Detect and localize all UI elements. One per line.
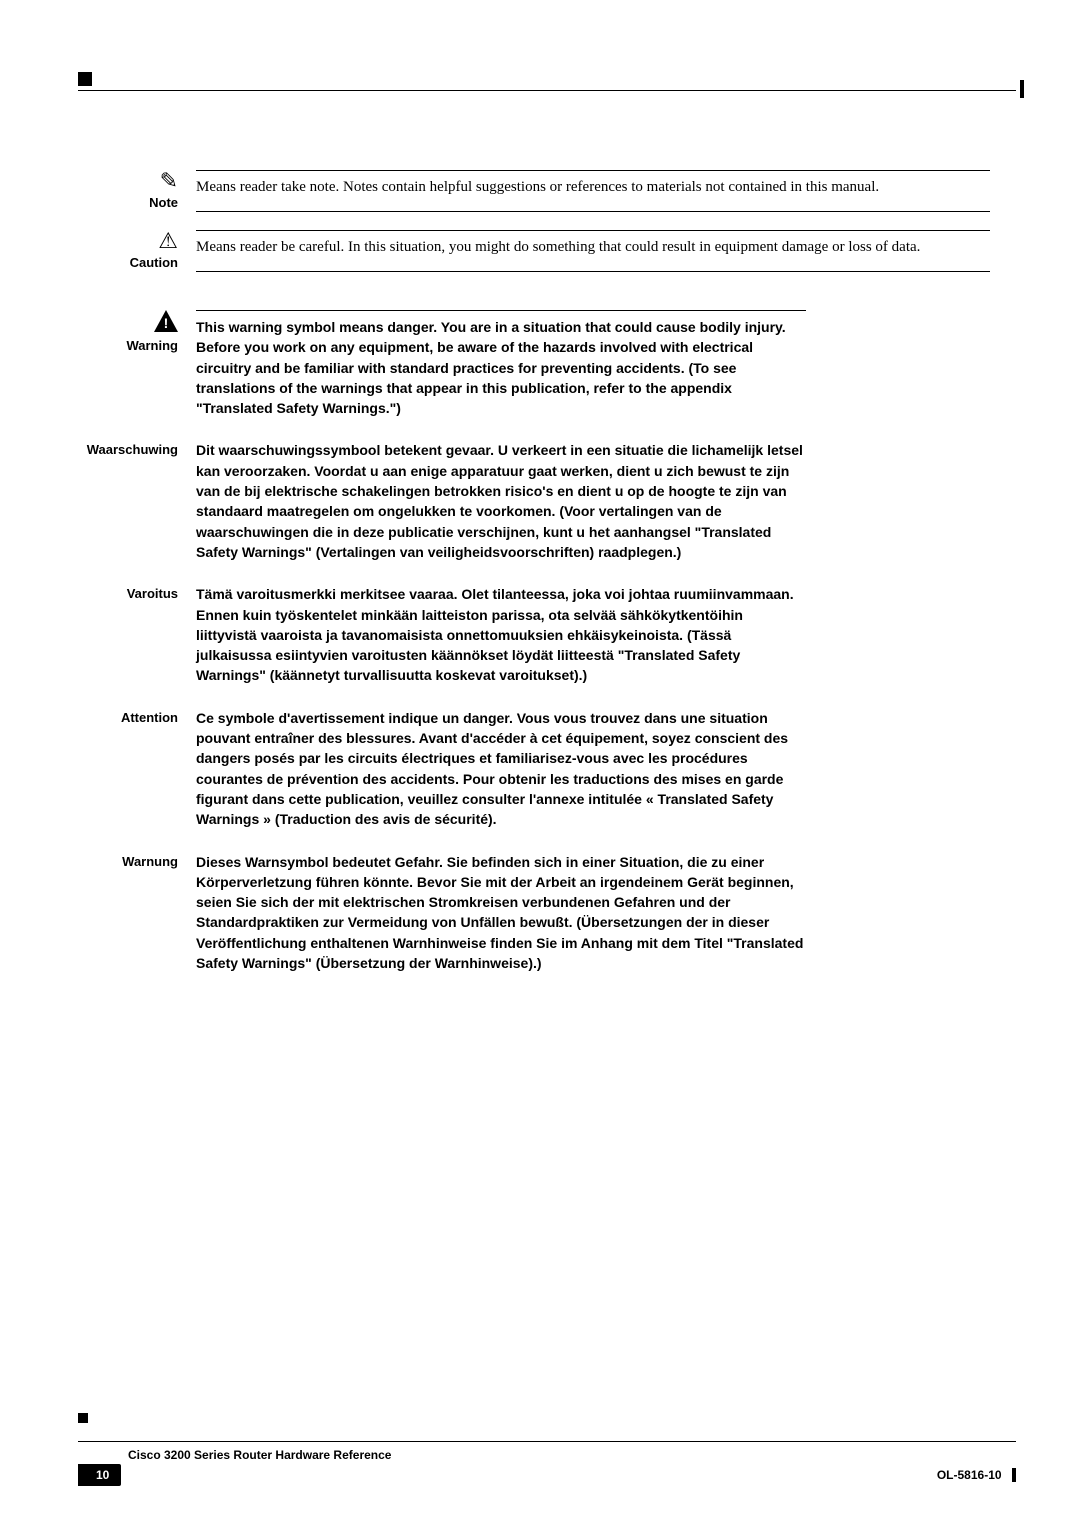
pencil-icon: ✎ xyxy=(108,170,178,192)
corner-mark xyxy=(78,72,92,86)
varoitus-block: Varoitus Tämä varoitusmerkki merkitsee v… xyxy=(108,584,990,685)
doc-id: OL-5816-10 xyxy=(937,1468,1002,1482)
caution-body: Means reader be careful. In this situati… xyxy=(196,230,990,272)
caution-text: Means reader be careful. In this situati… xyxy=(196,237,990,257)
warning-label-col: ! Warning xyxy=(108,310,196,418)
page-number: 10 xyxy=(78,1464,121,1486)
caution-block: ⚠ Caution Means reader be careful. In th… xyxy=(108,230,990,272)
footer-rule xyxy=(78,1441,1016,1442)
waarschuwing-block: Waarschuwing Dit waarschuwingssymbool be… xyxy=(108,440,990,562)
warning-icon: ! xyxy=(108,310,178,336)
note-body: Means reader take note. Notes contain he… xyxy=(196,170,990,212)
top-right-tick xyxy=(1020,80,1024,98)
footer-bottom-row: 10 OL-5816-10 xyxy=(78,1464,1016,1486)
note-label-col: ✎ Note xyxy=(108,170,196,212)
attention-block: Attention Ce symbole d'avertissement ind… xyxy=(108,708,990,830)
page-footer: Cisco 3200 Series Router Hardware Refere… xyxy=(78,1413,1016,1486)
top-rule xyxy=(78,90,1016,91)
doc-id-tick xyxy=(1012,1468,1016,1482)
caution-icon: ⚠ xyxy=(108,230,178,252)
footer-square xyxy=(78,1413,88,1423)
warnung-text: Dieses Warnsymbol bedeutet Gefahr. Sie b… xyxy=(196,852,806,974)
attention-text: Ce symbole d'avertissement indique un da… xyxy=(196,708,806,830)
waarschuwing-body: Dit waarschuwingssymbool betekent gevaar… xyxy=(196,440,806,562)
svg-text:!: ! xyxy=(164,315,169,331)
attention-body: Ce symbole d'avertissement indique un da… xyxy=(196,708,806,830)
caution-label: Caution xyxy=(130,255,178,270)
footer-title: Cisco 3200 Series Router Hardware Refere… xyxy=(128,1448,1016,1462)
varoitus-label: Varoitus xyxy=(108,584,196,685)
varoitus-body: Tämä varoitusmerkki merkitsee vaaraa. Ol… xyxy=(196,584,806,685)
waarschuwing-text: Dit waarschuwingssymbool betekent gevaar… xyxy=(196,440,806,562)
doc-id-wrap: OL-5816-10 xyxy=(937,1466,1016,1484)
warning-text: This warning symbol means danger. You ar… xyxy=(196,317,806,418)
page-content: ✎ Note Means reader take note. Notes con… xyxy=(108,170,990,973)
note-text: Means reader take note. Notes contain he… xyxy=(196,177,990,197)
warnung-body: Dieses Warnsymbol bedeutet Gefahr. Sie b… xyxy=(196,852,806,974)
warnung-block: Warnung Dieses Warnsymbol bedeutet Gefah… xyxy=(108,852,990,974)
note-block: ✎ Note Means reader take note. Notes con… xyxy=(108,170,990,212)
varoitus-text: Tämä varoitusmerkki merkitsee vaaraa. Ol… xyxy=(196,584,806,685)
warnung-label: Warnung xyxy=(108,852,196,974)
warning-label: Warning xyxy=(108,338,178,353)
note-label: Note xyxy=(149,195,178,210)
attention-label: Attention xyxy=(108,708,196,830)
warning-body: This warning symbol means danger. You ar… xyxy=(196,310,806,418)
waarschuwing-label: Waarschuwing xyxy=(76,440,196,562)
caution-label-col: ⚠ Caution xyxy=(108,230,196,272)
warning-block: ! Warning This warning symbol means dang… xyxy=(108,310,990,418)
